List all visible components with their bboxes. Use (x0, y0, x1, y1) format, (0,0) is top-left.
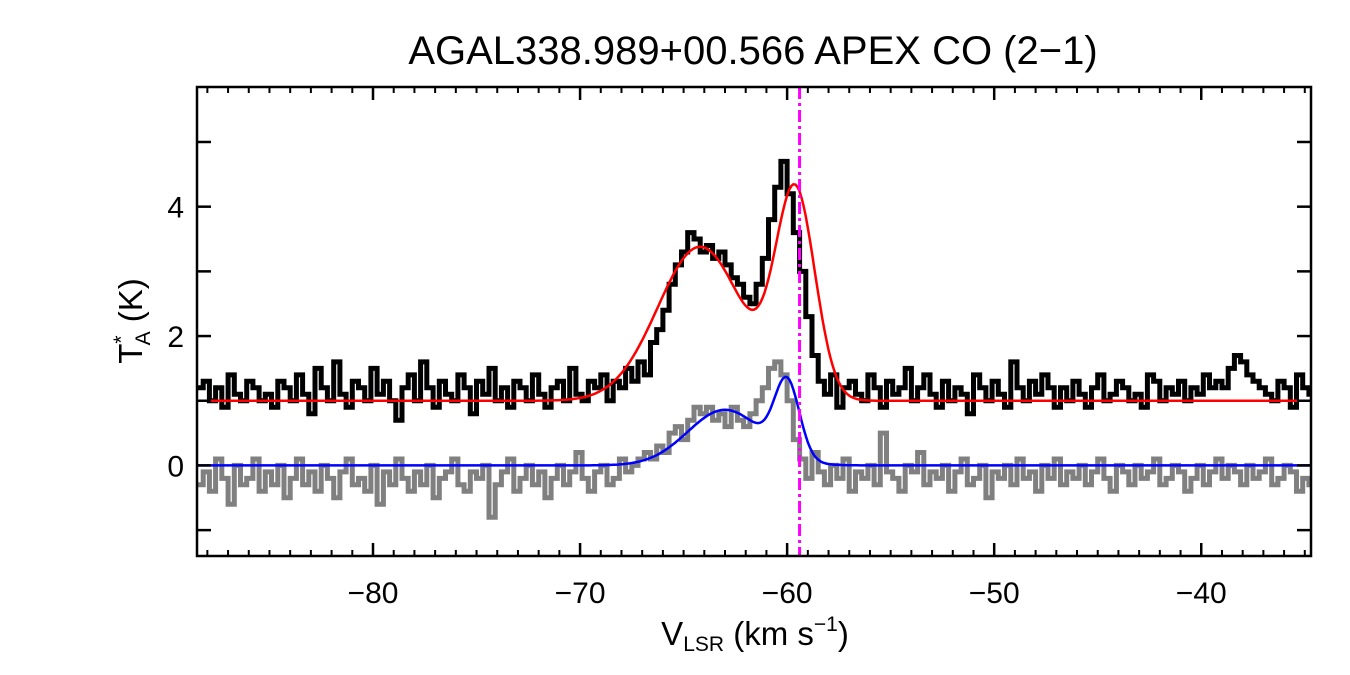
tick-layer (197, 87, 1311, 556)
y-axis-label-subscript: A (132, 331, 155, 345)
y-tick-labels: 0 2 4 (167, 192, 184, 484)
y-tick-label: 0 (167, 450, 184, 483)
series-1-fit-curve (197, 182, 1311, 402)
series-3-fit-curve (197, 375, 1311, 467)
y-tick-label: 4 (167, 192, 184, 225)
x-tick-labels: −80 −70 −60 −50 −40 (348, 577, 1227, 610)
x-tick-label: −60 (762, 577, 813, 610)
plot-frame (195, 85, 1313, 558)
chart-title: AGAL338.989+00.566 APEX CO (2−1) (408, 29, 1097, 73)
x-axis-label-close: ) (838, 615, 849, 652)
y-tick-label: 2 (167, 321, 184, 354)
series-2-step-line (197, 359, 1311, 520)
x-tick-label: −70 (555, 577, 606, 610)
x-axis-label-subscript: LSR (683, 633, 724, 656)
y-axis-label-superscript: * (110, 335, 133, 343)
series-layer (197, 158, 1311, 520)
plot-area (195, 85, 1313, 558)
y-axis-label-unit: (K) (112, 278, 149, 331)
x-axis-label: VLSR (km s−1) (661, 613, 849, 656)
y-axis-label-main: T (112, 344, 149, 364)
series-0-step-line (197, 158, 1311, 423)
x-axis-label-main: V (661, 615, 683, 652)
x-tick-label: −50 (969, 577, 1020, 610)
y-axis-label: T*A (K) (110, 278, 155, 364)
x-tick-label: −40 (1176, 577, 1227, 610)
x-axis-label-unit: (km s (724, 615, 814, 652)
x-tick-label: −80 (348, 577, 399, 610)
x-axis-label-superscript: −1 (814, 613, 838, 636)
